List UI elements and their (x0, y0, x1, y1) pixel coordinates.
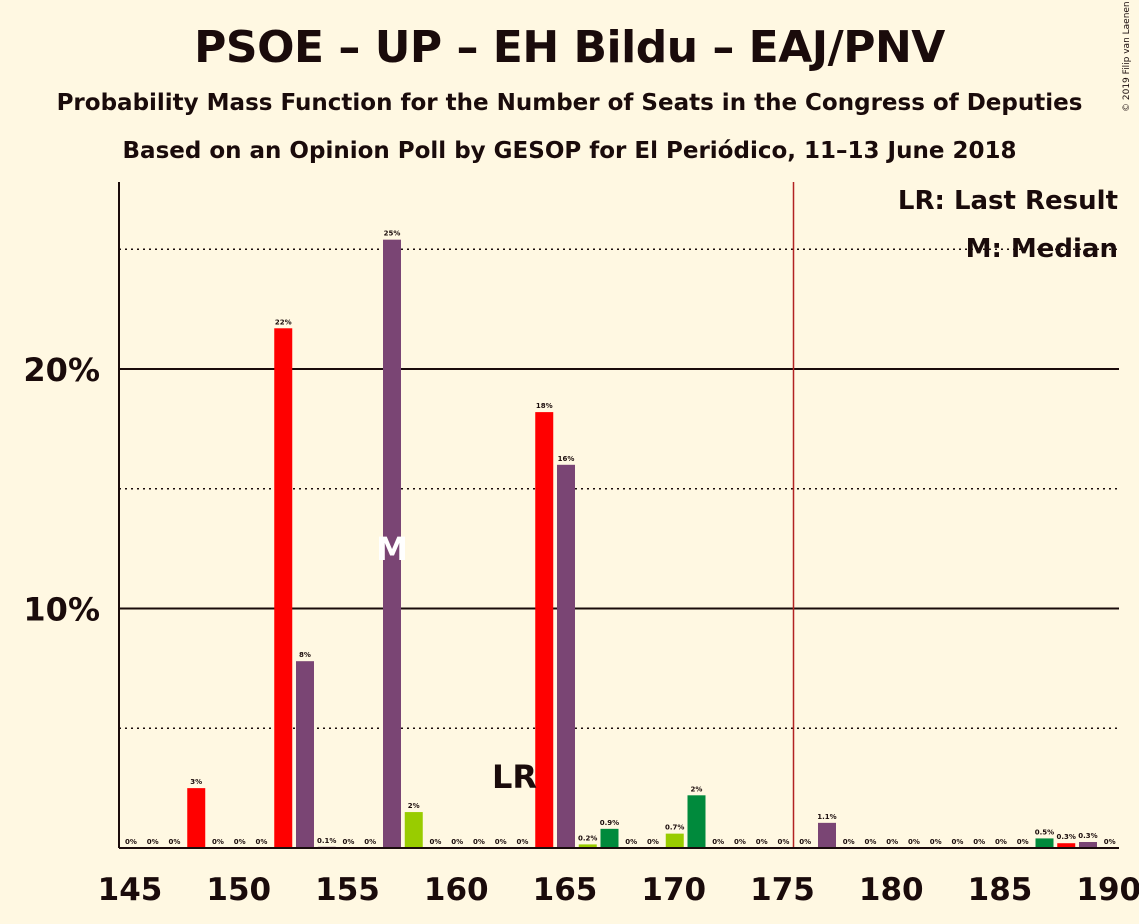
bar-value-label: 0% (843, 838, 855, 846)
bar-value-label: 0% (343, 838, 355, 846)
bar (187, 788, 206, 848)
bar-value-label: 25% (384, 230, 401, 238)
bar-value-label: 0% (973, 838, 985, 846)
x-tick-label: 155 (315, 872, 380, 908)
bar-value-label: 0% (712, 838, 724, 846)
bar-value-label: 0% (517, 838, 529, 846)
bar-value-label: 0% (1017, 838, 1029, 846)
bar-value-label: 0% (256, 838, 268, 846)
bar-value-label: 0.9% (600, 819, 619, 827)
chart-title: PSOE – UP – EH Bildu – EAJ/PNV (194, 22, 945, 73)
bar-value-label: 0.1% (317, 837, 336, 845)
x-tick-label: 190 (1076, 872, 1139, 908)
bar-value-label: 1.1% (817, 813, 836, 821)
bar (818, 822, 836, 848)
bar (665, 833, 684, 848)
bar-value-label: 0.5% (1035, 828, 1054, 836)
bar-value-label: 16% (558, 455, 575, 463)
bar-value-label: 8% (299, 651, 311, 659)
bar (557, 464, 575, 848)
bar (296, 661, 314, 848)
bar-value-label: 0% (364, 838, 376, 846)
bar-value-label: 0% (125, 838, 137, 846)
bar-value-label: 0.7% (665, 824, 684, 832)
bar-value-label: 0% (995, 838, 1007, 846)
bar-value-label: 0% (451, 838, 463, 846)
bar-value-label: 0% (865, 838, 877, 846)
y-tick-label: 20% (23, 351, 100, 389)
x-tick-label: 175 (750, 872, 815, 908)
bar-value-label: 0% (756, 838, 768, 846)
y-tick-label: 10% (23, 591, 100, 629)
bar (687, 795, 706, 848)
bar-value-label: 0% (169, 838, 181, 846)
bar-value-label: 0% (778, 838, 790, 846)
bar (1035, 838, 1054, 848)
x-tick-label: 160 (424, 872, 489, 908)
last-result-marker: LR (492, 758, 537, 796)
bar-value-label: 0% (734, 838, 746, 846)
x-tick-label: 185 (968, 872, 1033, 908)
bar-value-label: 0% (147, 838, 159, 846)
bar-value-label: 0% (908, 838, 920, 846)
x-tick-label: 180 (859, 872, 924, 908)
x-tick-label: 165 (533, 872, 598, 908)
bar-value-label: 22% (275, 318, 292, 326)
bar-value-label: 0.3% (1057, 833, 1076, 841)
bar (535, 412, 554, 848)
bar-value-label: 18% (536, 402, 553, 410)
bar-value-label: 0% (930, 838, 942, 846)
bar-value-label: 0% (473, 838, 485, 846)
bar-value-label: 0% (799, 838, 811, 846)
legend-last-result: LR: Last Result (898, 186, 1118, 216)
bar (383, 239, 401, 849)
bar-value-label: 0% (430, 838, 442, 846)
bar-value-label: 0% (495, 838, 507, 846)
legend-median: M: Median (966, 234, 1118, 264)
bar-value-label: 0% (234, 838, 246, 846)
bar-value-label: 2% (408, 802, 420, 810)
bar-value-label: 0.2% (578, 834, 597, 842)
bar (274, 328, 293, 848)
chart-source-line: Based on an Opinion Poll by GESOP for El… (122, 138, 1017, 164)
bar-value-label: 2% (691, 785, 703, 793)
bar-value-label: 0% (647, 838, 659, 846)
bar-value-label: 0% (625, 838, 637, 846)
bar-value-label: 0.3% (1078, 832, 1097, 840)
bar-value-label: 0% (212, 838, 224, 846)
bar (1079, 842, 1097, 848)
median-marker: M (376, 530, 408, 568)
bar (404, 812, 423, 848)
x-tick-label: 170 (641, 872, 706, 908)
bar (600, 828, 619, 848)
bar-value-label: 0% (886, 838, 898, 846)
bar-value-label: 0% (1104, 838, 1116, 846)
x-tick-label: 150 (206, 872, 271, 908)
bar-value-label: 0% (952, 838, 964, 846)
bar (1057, 843, 1076, 848)
chart-subtitle: Probability Mass Function for the Number… (56, 90, 1083, 116)
bar-value-label: 3% (190, 778, 202, 786)
x-tick-label: 145 (98, 872, 163, 908)
bar (578, 844, 597, 848)
